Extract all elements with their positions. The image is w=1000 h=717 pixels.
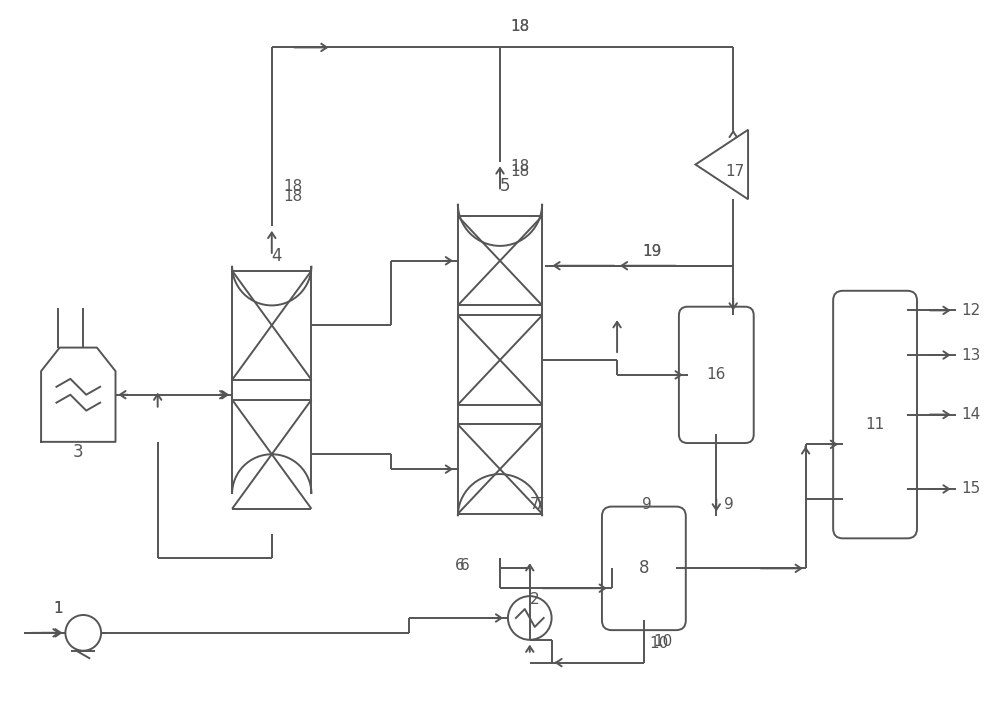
Text: 2: 2	[530, 592, 540, 607]
Text: 8: 8	[639, 559, 649, 577]
Text: 18: 18	[284, 189, 303, 204]
Text: 18: 18	[510, 164, 529, 179]
Text: 19: 19	[642, 244, 661, 259]
Text: 5: 5	[500, 177, 510, 195]
Text: 6: 6	[460, 559, 470, 574]
Text: 19: 19	[642, 244, 661, 259]
Text: 6: 6	[455, 559, 465, 574]
Text: 4: 4	[271, 247, 282, 265]
Text: 1: 1	[54, 601, 63, 616]
Text: 10: 10	[654, 634, 673, 649]
Text: 18: 18	[510, 19, 529, 34]
Text: 12: 12	[961, 303, 981, 318]
Text: 13: 13	[961, 348, 981, 363]
Text: 10: 10	[649, 636, 668, 651]
Text: 18: 18	[284, 179, 303, 194]
Text: 3: 3	[73, 442, 84, 461]
Text: 18: 18	[510, 159, 529, 174]
Text: 9: 9	[642, 497, 652, 512]
Text: 14: 14	[961, 407, 981, 422]
Text: 15: 15	[961, 482, 981, 496]
Text: 18: 18	[510, 19, 529, 34]
Text: 11: 11	[865, 417, 885, 432]
Text: 7: 7	[530, 497, 539, 512]
Text: 17: 17	[726, 164, 745, 179]
Text: 16: 16	[707, 367, 726, 382]
Text: 7: 7	[535, 497, 544, 512]
Text: 1: 1	[54, 601, 63, 616]
Text: 9: 9	[724, 497, 734, 512]
